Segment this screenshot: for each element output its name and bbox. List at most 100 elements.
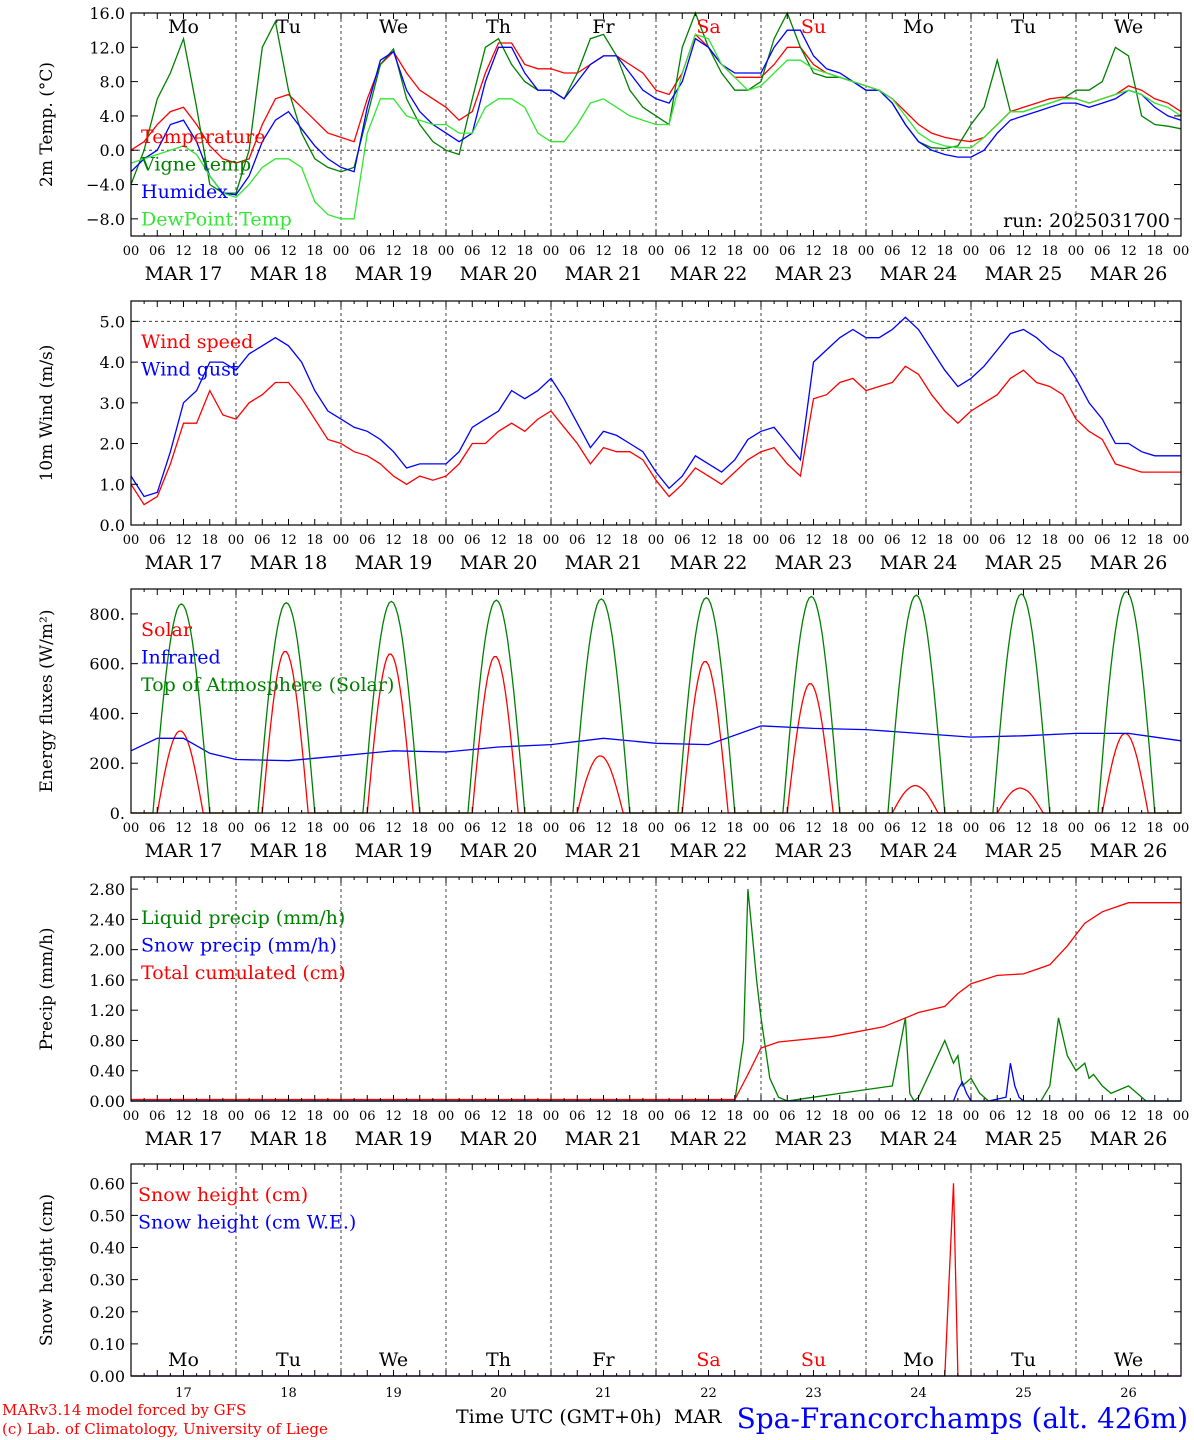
y-axis-label: Precip (mm/h) xyxy=(37,927,57,1050)
date-label: MAR 18 xyxy=(250,552,328,574)
hour-label: 18 xyxy=(306,244,323,259)
day-number-label: 25 xyxy=(1015,1386,1032,1401)
hour-label: 06 xyxy=(149,1109,166,1124)
hour-label: 12 xyxy=(595,244,612,259)
hour-label: 12 xyxy=(910,244,927,259)
run-annotation: run: 2025031700 xyxy=(1003,210,1170,232)
date-label: MAR 25 xyxy=(985,840,1063,862)
hour-label: 06 xyxy=(254,244,271,259)
hour-label: 00 xyxy=(438,1109,455,1124)
date-label: MAR 18 xyxy=(250,263,328,285)
y-tick-label: 2.40 xyxy=(89,910,125,929)
hour-label: 00 xyxy=(858,1109,875,1124)
hour-label: 18 xyxy=(411,533,428,548)
hour-label: 12 xyxy=(280,821,297,836)
legend-entry: Infrared xyxy=(141,647,221,669)
hour-label: 00 xyxy=(1173,244,1190,259)
date-label: MAR 24 xyxy=(880,552,958,574)
hour-label: 06 xyxy=(674,821,691,836)
date-label: MAR 24 xyxy=(880,1128,958,1150)
hour-label: 00 xyxy=(123,1109,140,1124)
weekday-label: Tu xyxy=(1011,16,1036,38)
y-tick-label: 12.0 xyxy=(89,38,125,57)
date-label: MAR 21 xyxy=(565,552,643,574)
y-tick-label: 0.80 xyxy=(89,1031,125,1050)
weekday-label: Th xyxy=(486,16,511,38)
hour-label: 18 xyxy=(936,821,953,836)
hour-label: 12 xyxy=(805,1109,822,1124)
hour-label: 12 xyxy=(805,533,822,548)
legend-entry: Liquid precip (mm/h) xyxy=(141,907,345,929)
y-axis-label: 2m Temp. (°C) xyxy=(37,62,57,187)
weekday-label: Su xyxy=(801,16,826,38)
hour-label: 18 xyxy=(516,821,533,836)
hour-label: 06 xyxy=(254,1109,271,1124)
hour-label: 06 xyxy=(569,821,586,836)
hour-label: 06 xyxy=(779,244,796,259)
y-tick-label: 800. xyxy=(89,605,125,624)
y-tick-label: 0.50 xyxy=(89,1206,125,1225)
hour-label: 00 xyxy=(858,533,875,548)
hour-label: 00 xyxy=(228,821,245,836)
hour-label: 12 xyxy=(595,821,612,836)
hour-label: 06 xyxy=(989,1109,1006,1124)
date-label: MAR 19 xyxy=(355,1128,433,1150)
hour-label: 00 xyxy=(963,821,980,836)
hour-label: 06 xyxy=(149,244,166,259)
hour-label: 00 xyxy=(963,533,980,548)
hour-label: 18 xyxy=(1146,1109,1163,1124)
y-axis-label: Energy fluxes (W/m²) xyxy=(37,610,57,793)
date-label: MAR 22 xyxy=(670,263,748,285)
hour-label: 06 xyxy=(569,1109,586,1124)
y-tick-label: 2.0 xyxy=(100,435,125,454)
legend-entry: Humidex xyxy=(141,181,228,203)
hour-label: 12 xyxy=(175,533,192,548)
hour-label: 12 xyxy=(1015,1109,1032,1124)
legend-entry: Snow precip (mm/h) xyxy=(141,935,337,957)
date-label: MAR 22 xyxy=(670,840,748,862)
y-tick-label: 1.0 xyxy=(100,475,125,494)
hour-label: 18 xyxy=(201,821,218,836)
hour-label: 00 xyxy=(438,244,455,259)
y-tick-label: 2.80 xyxy=(89,880,125,899)
date-label: MAR 17 xyxy=(145,552,223,574)
hour-label: 18 xyxy=(1041,244,1058,259)
hour-label: 18 xyxy=(726,533,743,548)
weekday-label: Sa xyxy=(696,16,720,38)
hour-label: 18 xyxy=(621,533,638,548)
hour-label: 00 xyxy=(543,821,560,836)
hour-label: 00 xyxy=(543,1109,560,1124)
chart-panel-2: 0.0 1.0 2.0 3.0 4.0 5.0 10m Wind (m/s) Wind spe… xyxy=(37,300,1189,574)
hour-label: 00 xyxy=(648,533,665,548)
date-label: MAR 25 xyxy=(985,263,1063,285)
legend-entry: Top of Atmosphere (Solar) xyxy=(141,674,394,696)
hour-label: 06 xyxy=(884,1109,901,1124)
date-label: MAR 20 xyxy=(460,1128,538,1150)
series-wind-speed xyxy=(130,365,1181,506)
legend-entry: Snow height (cm W.E.) xyxy=(138,1212,356,1234)
hour-label: 06 xyxy=(884,821,901,836)
hour-label: 18 xyxy=(726,1109,743,1124)
date-label: MAR 19 xyxy=(355,263,433,285)
date-label: MAR 17 xyxy=(145,840,223,862)
weekday-label: Mo xyxy=(168,16,199,38)
hour-label: 00 xyxy=(963,244,980,259)
y-tick-label: 3.0 xyxy=(100,394,125,413)
hour-label: 18 xyxy=(306,1109,323,1124)
day-number-label: 18 xyxy=(280,1386,297,1401)
day-number-label: 26 xyxy=(1120,1386,1137,1401)
hour-label: 12 xyxy=(1120,533,1137,548)
series-total-cumulated-cm- xyxy=(131,902,1181,1101)
hour-label: 06 xyxy=(779,821,796,836)
hour-label: 00 xyxy=(123,244,140,259)
weekday-label: Mo xyxy=(903,16,934,38)
y-tick-label: −4.0 xyxy=(86,176,125,195)
hour-label: 18 xyxy=(621,821,638,836)
hour-label: 06 xyxy=(254,821,271,836)
date-label: MAR 23 xyxy=(775,552,853,574)
hour-label: 00 xyxy=(1173,821,1190,836)
date-label: MAR 17 xyxy=(145,1128,223,1150)
date-label: MAR 22 xyxy=(670,1128,748,1150)
hour-label: 18 xyxy=(411,1109,428,1124)
